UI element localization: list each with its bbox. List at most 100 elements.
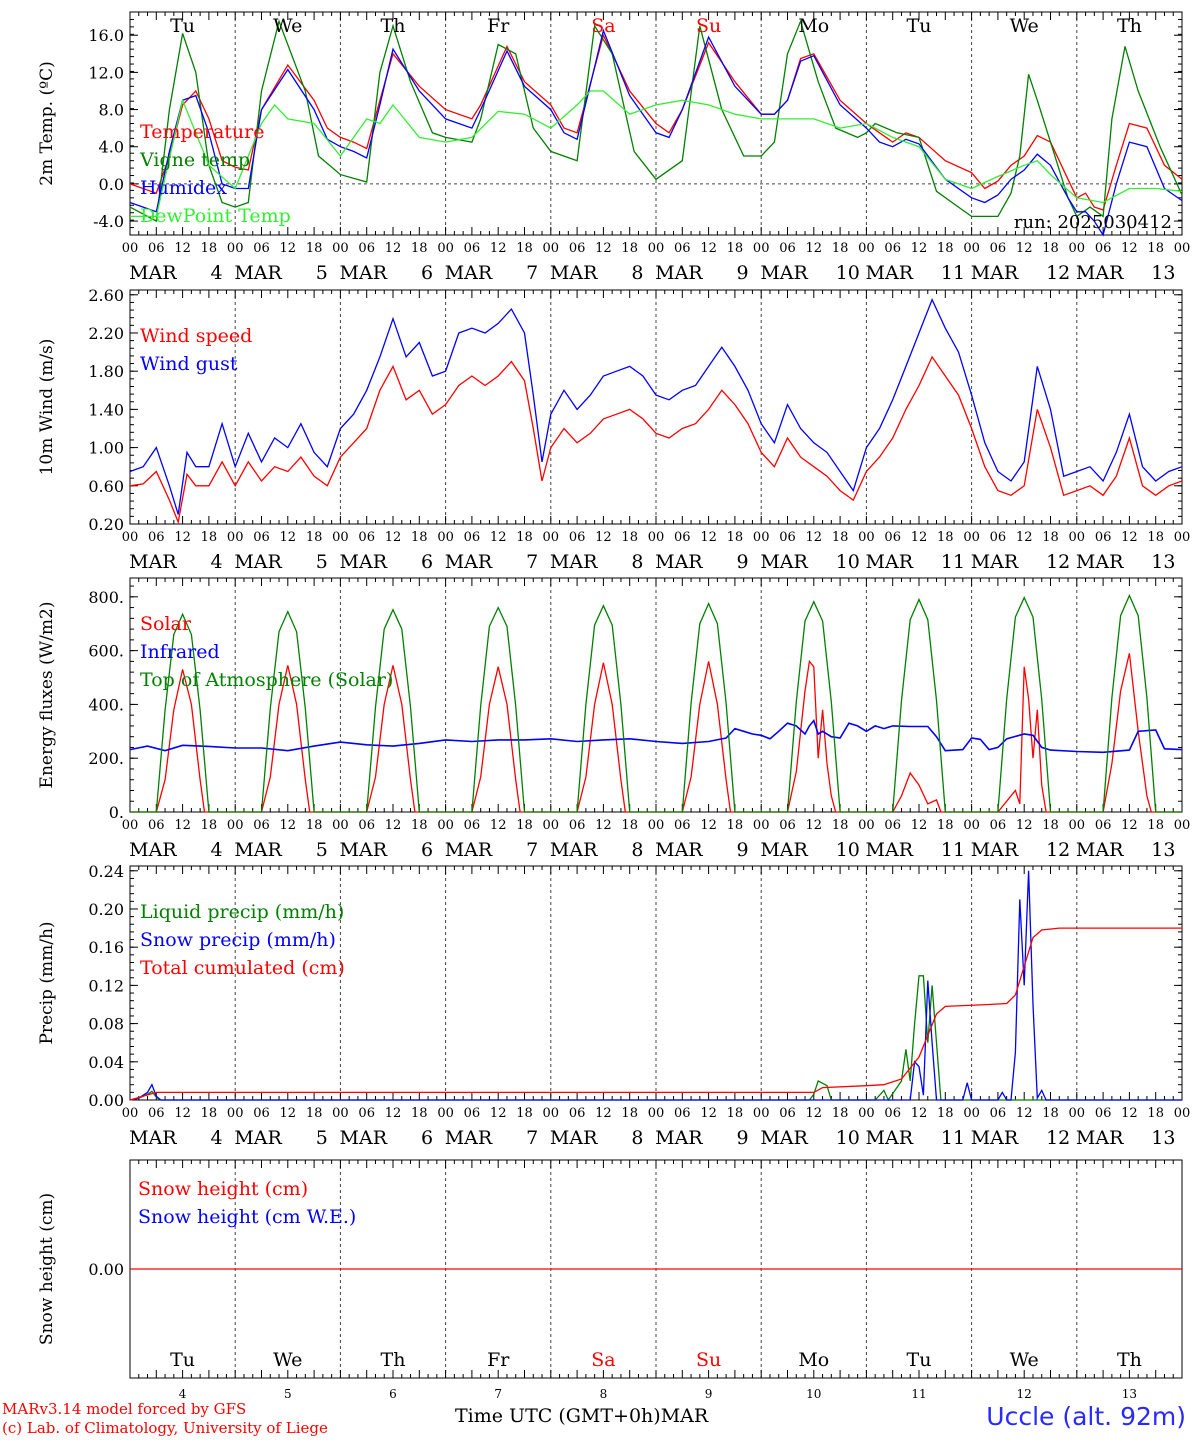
date-label: 12 bbox=[1046, 1127, 1070, 1149]
hour-label: 06 bbox=[779, 530, 796, 545]
month-label: MAR bbox=[340, 551, 388, 573]
legend-entry: Snow precip (mm/h) bbox=[140, 929, 336, 951]
hour-label: 06 bbox=[148, 818, 165, 833]
hour-label: 00 bbox=[1174, 1106, 1191, 1121]
day-name: We bbox=[273, 15, 302, 37]
hour-label: 12 bbox=[700, 818, 717, 833]
hour-label: 18 bbox=[201, 241, 218, 256]
y-axis-title: Snow height (cm) bbox=[37, 1193, 57, 1345]
day-name: Tu bbox=[170, 15, 195, 37]
date-label: 11 bbox=[941, 839, 965, 861]
hour-label: 18 bbox=[516, 530, 533, 545]
month-label: MAR bbox=[445, 551, 493, 573]
hour-label: 00 bbox=[963, 241, 980, 256]
hour-label: 06 bbox=[253, 530, 270, 545]
date-label: 12 bbox=[1046, 551, 1070, 573]
hour-label: 12 bbox=[1121, 818, 1138, 833]
legend-entry: Solar bbox=[140, 613, 192, 635]
hour-label: 18 bbox=[201, 818, 218, 833]
series-lightgreen bbox=[130, 90, 1183, 218]
hour-label: 06 bbox=[674, 241, 691, 256]
hour-label: 06 bbox=[464, 1106, 481, 1121]
date-label: 9 bbox=[737, 262, 749, 284]
hour-label: 00 bbox=[648, 241, 665, 256]
panel-5 bbox=[129, 1159, 1183, 1379]
hour-label: 18 bbox=[727, 1106, 744, 1121]
hour-label: 06 bbox=[569, 818, 586, 833]
y-tick-label: 8.0 bbox=[99, 101, 124, 120]
series-blue bbox=[129, 297, 1183, 515]
legend-entry: Total cumulated (cm) bbox=[140, 957, 345, 979]
hour-label: 00 bbox=[1174, 241, 1191, 256]
month-label: MAR bbox=[129, 262, 177, 284]
panel-1 bbox=[129, 11, 1183, 237]
series-green bbox=[129, 19, 1183, 223]
y-tick-label: 0.24 bbox=[88, 862, 124, 881]
hour-label: 06 bbox=[253, 1106, 270, 1121]
date-label: 8 bbox=[631, 262, 643, 284]
hour-label: 18 bbox=[201, 530, 218, 545]
date-label: 11 bbox=[911, 1387, 926, 1401]
month-label: MAR bbox=[340, 1127, 388, 1149]
hour-label: 18 bbox=[411, 1106, 428, 1121]
hour-label: 12 bbox=[911, 530, 928, 545]
date-label: 12 bbox=[1046, 839, 1070, 861]
y-tick-label: 4.0 bbox=[99, 138, 124, 157]
month-label: MAR bbox=[129, 1127, 177, 1149]
hour-label: 18 bbox=[1042, 241, 1059, 256]
hour-label: 00 bbox=[122, 1106, 139, 1121]
date-label: 5 bbox=[316, 1127, 328, 1149]
y-tick-label: 0.0 bbox=[99, 175, 124, 194]
hour-label: 06 bbox=[253, 241, 270, 256]
day-name: Mo bbox=[798, 15, 829, 37]
y-axis-title: Precip (mm/h) bbox=[37, 921, 57, 1044]
hour-label: 12 bbox=[385, 818, 402, 833]
hour-label: 06 bbox=[990, 530, 1007, 545]
month-label: MAR bbox=[234, 839, 282, 861]
hour-label: 00 bbox=[122, 818, 139, 833]
hour-label: 00 bbox=[122, 530, 139, 545]
month-label: MAR bbox=[971, 1127, 1019, 1149]
hour-label: 18 bbox=[411, 241, 428, 256]
hour-label: 06 bbox=[779, 241, 796, 256]
y-tick-label: 0. bbox=[109, 803, 124, 822]
hour-label: 00 bbox=[332, 241, 349, 256]
month-label: MAR bbox=[129, 551, 177, 573]
month-label: MAR bbox=[550, 551, 598, 573]
hour-label: 12 bbox=[174, 530, 191, 545]
legend-entry: Humidex bbox=[140, 177, 227, 199]
hour-label: 12 bbox=[174, 241, 191, 256]
hour-label: 18 bbox=[832, 530, 849, 545]
date-label: 7 bbox=[526, 839, 538, 861]
date-label: 9 bbox=[705, 1387, 713, 1401]
hour-label: 06 bbox=[1095, 241, 1112, 256]
hour-label: 18 bbox=[411, 818, 428, 833]
hour-label: 06 bbox=[1095, 1106, 1112, 1121]
hour-label: 06 bbox=[674, 818, 691, 833]
model-credit: MARv3.14 model forced by GFS bbox=[2, 1400, 247, 1418]
y-tick-label: 2.20 bbox=[88, 324, 124, 343]
hour-label: 00 bbox=[437, 818, 454, 833]
hour-label: 12 bbox=[280, 818, 297, 833]
x-axis-month: MAR bbox=[660, 1405, 709, 1427]
month-label: MAR bbox=[866, 262, 914, 284]
date-label: 6 bbox=[421, 1127, 433, 1149]
hour-label: 06 bbox=[779, 1106, 796, 1121]
hour-label: 00 bbox=[1069, 241, 1086, 256]
month-label: MAR bbox=[445, 839, 493, 861]
hour-label: 06 bbox=[884, 818, 901, 833]
date-label: 6 bbox=[389, 1387, 397, 1401]
y-tick-label: 1.00 bbox=[88, 439, 124, 458]
hour-label: 06 bbox=[1095, 818, 1112, 833]
y-tick-label: 1.80 bbox=[88, 362, 124, 381]
hour-label: 00 bbox=[543, 1106, 560, 1121]
month-label: MAR bbox=[655, 551, 703, 573]
hour-label: 18 bbox=[937, 1106, 954, 1121]
month-label: MAR bbox=[655, 262, 703, 284]
hour-label: 12 bbox=[1016, 1106, 1033, 1121]
month-label: MAR bbox=[445, 1127, 493, 1149]
hour-label: 00 bbox=[227, 241, 244, 256]
day-name: We bbox=[1010, 1349, 1039, 1371]
hour-label: 00 bbox=[963, 1106, 980, 1121]
